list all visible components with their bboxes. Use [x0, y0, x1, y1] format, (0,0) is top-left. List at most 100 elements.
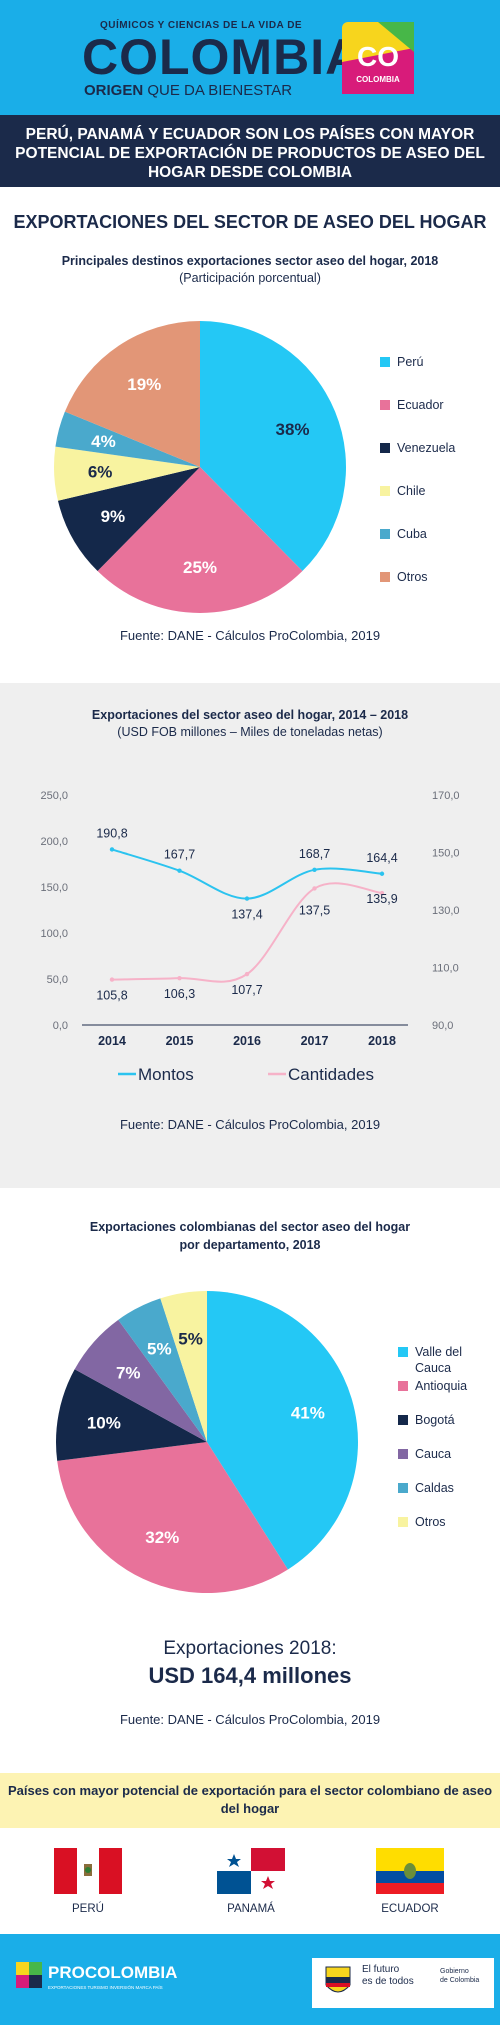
legend-swatch — [398, 1347, 408, 1357]
data-label-montos-2014: 190,8 — [96, 826, 127, 840]
co-colombia-logo: CO COLOMBIA — [342, 22, 414, 94]
pie-slice-otros — [64, 321, 200, 467]
legend-swatch — [380, 485, 390, 496]
pie-slice-peru — [200, 321, 346, 572]
legend-item-valle-del-cauca: Valle del Cauca — [398, 1344, 485, 1378]
country-label-panama: PANAMÁ — [227, 1903, 275, 1915]
legend-swatch — [380, 356, 390, 367]
y-left-tick: 250,0 — [40, 790, 68, 802]
colombia-coat-of-arms-icon — [325, 1966, 351, 1993]
chart1-subtitle: (Participación porcentual) — [179, 271, 321, 285]
slice-label-bogota: 10% — [87, 1413, 121, 1432]
pie-slice-chile — [54, 446, 200, 501]
legend-item-caldas: Caldas — [398, 1480, 485, 1514]
legend-item-otros: Otros — [380, 555, 455, 598]
chart3-legend: Valle del Cauca Antioquia Bogotá Cauca Calda… — [398, 1344, 485, 1548]
point-cantidades-2015 — [177, 975, 182, 981]
slice-label-cauca: 7% — [116, 1364, 141, 1383]
legend-swatch — [398, 1415, 408, 1425]
data-label-montos-2016: 137,4 — [231, 908, 262, 922]
legend-swatch — [398, 1483, 408, 1493]
total-exports-value: USD 164,4 millones — [148, 1663, 352, 1688]
legend-swatch — [380, 571, 390, 582]
header-tagline-top: QUÍMICOS Y CIENCIAS DE LA VIDA DE — [100, 20, 303, 31]
total-exports-title: Exportaciones 2018: — [163, 1638, 337, 1659]
legend-label-montos: Montos — [138, 1065, 194, 1084]
co-logo-text: CO — [357, 41, 399, 72]
legend-label: Perú — [397, 354, 424, 369]
pie-slice-caldas — [118, 1298, 207, 1442]
legend-swatch — [398, 1517, 408, 1527]
legend-swatch — [398, 1381, 408, 1391]
x-tick-2014: 2014 — [98, 1034, 126, 1048]
series-line-montos — [111, 848, 383, 900]
data-label-cantidades-2014: 105,8 — [96, 989, 127, 1003]
x-tick-2015: 2015 — [166, 1034, 194, 1048]
slice-label-otros: 19% — [127, 375, 161, 394]
gov-name: Gobierno de Colombia — [440, 1967, 479, 1985]
legend-label: Valle del Cauca — [415, 1345, 463, 1375]
peru-flag-icon — [54, 1848, 122, 1894]
exports-line-chart: 0,0 50,0 100,0 150,0 200,0 250,0 90,0 110,0 130,… — [40, 790, 460, 1084]
legend-label: Venezuela — [397, 440, 456, 455]
chart2-title: Exportaciones del sector aseo del hogar,… — [91, 708, 409, 722]
point-montos-2016 — [244, 896, 250, 901]
gov-slogan-line1: El futuro — [362, 1964, 400, 1975]
chart3-source: Fuente: DANE - Cálculos ProColombia, 201… — [119, 1712, 381, 1727]
data-label-montos-2015: 167,7 — [164, 848, 195, 862]
point-cantidades-2017 — [312, 886, 317, 891]
y-right-tick: 130,0 — [432, 905, 460, 917]
point-cantidades-2018 — [379, 890, 385, 896]
slice-label-cuba: 4% — [91, 432, 116, 451]
point-montos-2018 — [379, 871, 385, 876]
y-right-tick: 150,0 — [432, 848, 460, 860]
x-tick-2018: 2018 — [368, 1034, 396, 1048]
legend-swatch — [380, 528, 390, 539]
destinations-pie-chart: 38% 25% 9% 6% 4% 19% — [54, 321, 346, 613]
slice-label-chile: 6% — [88, 463, 113, 482]
legend-label: Otros — [397, 569, 428, 584]
y-right-tick: 110,0 — [432, 963, 459, 975]
legend-item-cauca: Cauca — [398, 1446, 485, 1480]
legend-item-peru: Perú — [380, 340, 455, 383]
chart2-source: Fuente: DANE - Cálculos ProColombia, 201… — [119, 1117, 381, 1132]
point-montos-2014 — [109, 847, 115, 852]
x-tick-2016: 2016 — [233, 1034, 261, 1048]
legend-swatch — [398, 1449, 408, 1459]
data-label-cantidades-2017: 137,5 — [299, 903, 330, 917]
gov-name-line2: de Colombia — [440, 1977, 480, 1984]
slice-label-venezuela: 9% — [101, 507, 126, 526]
country-label-ecuador: ECUADOR — [381, 1903, 439, 1915]
chart3-title: Exportaciones colombianas del sector ase… — [89, 1220, 411, 1234]
point-cantidades-2014 — [109, 977, 115, 982]
legend-label: Otros — [415, 1515, 446, 1529]
y-left-tick: 50,0 — [47, 974, 68, 986]
headline: PERÚ, PANAMÁ Y ECUADOR SON LOS PAÍSES CO… — [0, 115, 500, 187]
brand-wordmark: COLOMBIA — [82, 29, 363, 85]
data-label-montos-2017: 168,7 — [299, 847, 330, 861]
ecuador-flag-icon — [376, 1848, 444, 1894]
legend-label: Antioquia — [415, 1379, 468, 1393]
legend-item-ecuador: Ecuador — [380, 383, 455, 426]
chart1-legend: Perú Ecuador Venezuela Chile Cuba Otros — [380, 340, 455, 598]
y-left-tick: 100,0 — [40, 928, 68, 940]
chart1-title: Principales destinos exportaciones secto… — [61, 254, 439, 268]
chart1-source: Fuente: DANE - Cálculos ProColombia, 201… — [119, 628, 381, 643]
pie-slice-antioquia — [57, 1442, 288, 1593]
gov-name-line1: Gobierno — [440, 1968, 469, 1975]
y-left-tick: 0,0 — [53, 1020, 68, 1032]
slice-label-peru: 38% — [276, 420, 310, 439]
data-label-cantidades-2018: 135,9 — [366, 892, 397, 906]
y-right-tick: 170,0 — [432, 790, 460, 802]
y-left-tick: 200,0 — [40, 836, 68, 848]
slice-label-caldas: 5% — [147, 1339, 172, 1358]
departments-pie-chart: 41% 32% 10% 7% 5% 5% — [56, 1291, 358, 1593]
legend-swatch — [380, 399, 390, 410]
pie-slice-cuba — [55, 411, 201, 467]
legend-swatch — [380, 442, 390, 453]
legend-item-antioquia: Antioquia — [398, 1378, 485, 1412]
panama-flag-icon — [217, 1848, 285, 1894]
legend-item-venezuela: Venezuela — [380, 426, 455, 469]
pie-slice-bogota — [56, 1369, 207, 1461]
